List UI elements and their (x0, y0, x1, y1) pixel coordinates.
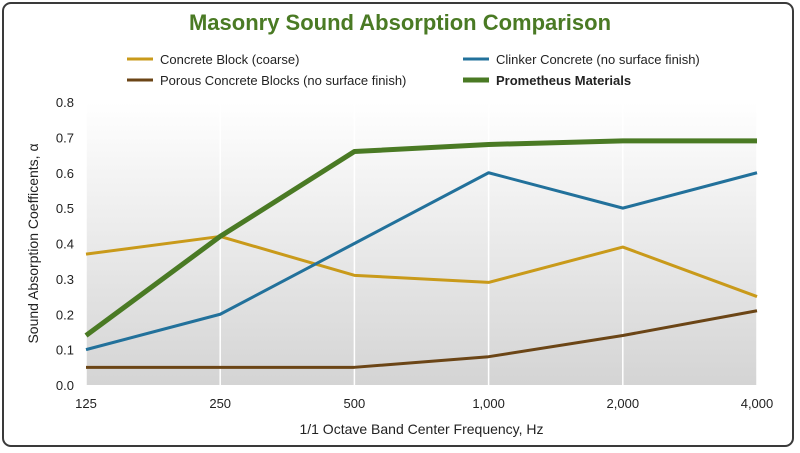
series-line (85, 171, 758, 352)
y-tick-label: 0.0 (56, 378, 74, 393)
x-tick-label: 250 (209, 396, 231, 411)
y-tick-label: 0.5 (56, 201, 74, 216)
x-tick-label: 2,000 (607, 396, 640, 411)
y-axis-label: Sound Absorption Coefficents, α (25, 143, 41, 343)
plot-area (86, 102, 757, 385)
x-tick-label: 125 (75, 396, 97, 411)
y-tick-label: 0.7 (56, 130, 74, 145)
x-tick-label: 4,000 (741, 396, 774, 411)
legend-label: Prometheus Materials (496, 73, 631, 88)
y-tick-label: 0.1 (56, 343, 74, 358)
y-tick-label: 0.3 (56, 272, 74, 287)
series-line (85, 234, 758, 298)
y-tick-label: 0.8 (56, 95, 74, 110)
legend-label: Clinker Concrete (no surface finish) (496, 52, 700, 67)
legend-label: Porous Concrete Blocks (no surface finis… (160, 73, 406, 88)
y-tick-label: 0.4 (56, 237, 74, 252)
x-tick-label: 500 (344, 396, 366, 411)
legend-label: Concrete Block (coarse) (160, 52, 299, 67)
x-tick-label: 1,000 (472, 396, 505, 411)
series-line (84, 138, 757, 338)
y-tick-label: 0.2 (56, 307, 74, 322)
series-line (86, 309, 758, 369)
y-tick-label: 0.6 (56, 166, 74, 181)
x-axis-label: 1/1 Octave Band Center Frequency, Hz (299, 421, 543, 437)
chart-title: Masonry Sound Absorption Comparison (188, 10, 612, 35)
